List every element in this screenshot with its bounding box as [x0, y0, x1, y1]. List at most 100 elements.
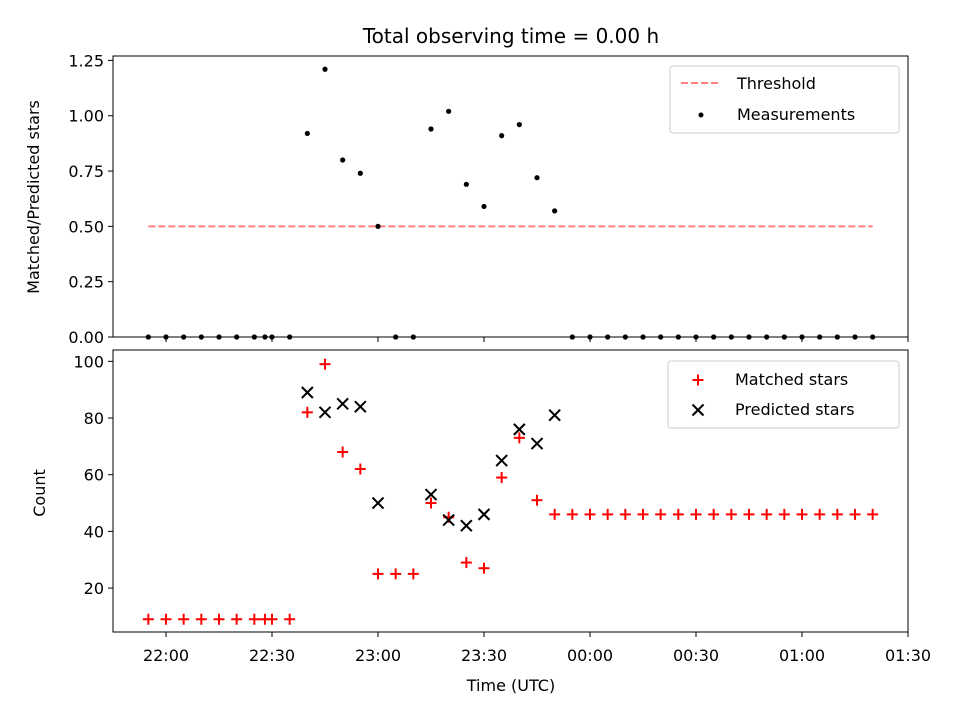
matched-star-point — [619, 508, 631, 520]
measurement-point — [428, 126, 434, 132]
matched-star-point — [725, 508, 737, 520]
legend-matched-stars-label: Matched stars — [735, 370, 848, 389]
predicted-star-point — [530, 437, 544, 450]
legend-threshold-label: Threshold — [736, 74, 816, 93]
measurement-point — [499, 133, 505, 139]
predicted-star-point — [477, 508, 491, 521]
bottom-y-tick-label: 100 — [73, 352, 104, 371]
matched-star-point — [761, 508, 773, 520]
matched-star-point — [460, 557, 472, 569]
legend-measurements-label: Measurements — [737, 105, 855, 124]
matched-star-point — [213, 613, 225, 625]
matched-star-point — [655, 508, 667, 520]
x-tick-label: 01:30 — [885, 646, 931, 665]
matched-star-point — [867, 508, 879, 520]
measurements-panel: Total observing time = 0.00 h Matched/Pr… — [24, 24, 909, 347]
predicted-star-point — [336, 397, 349, 411]
bottom-x-ticks: 22:00 22:30 23:00 23:30 00:00 00:30 01:00 01:30 — [143, 632, 931, 665]
top-y-tick-label: 1.00 — [68, 107, 104, 126]
matched-star-point — [248, 613, 260, 625]
measurement-point — [552, 208, 558, 214]
matched-star-point — [814, 508, 826, 520]
measurement-point — [304, 130, 310, 137]
matched-star-point — [831, 508, 843, 520]
measurement-point — [481, 203, 487, 210]
matched-star-point — [566, 508, 578, 520]
predicted-star-point — [442, 513, 455, 527]
top-y-tick-label: 0.50 — [68, 217, 104, 236]
predicted-star-point — [371, 496, 385, 510]
measurement-point — [322, 66, 328, 72]
measurement-point — [357, 170, 363, 176]
predicted-star-point — [354, 400, 367, 413]
matched-star-point — [849, 508, 861, 520]
x-tick-label: 00:30 — [673, 646, 719, 665]
legend-predicted-stars-label: Predicted stars — [735, 400, 855, 419]
bottom-legend: Matched stars Predicted stars — [667, 360, 900, 429]
matched-star-point — [513, 432, 525, 444]
top-y-ticks: 0.00 0.25 0.50 0.75 1.00 1.25 — [68, 51, 113, 347]
predicted-star-point — [495, 454, 508, 467]
predicted-star-point — [513, 423, 526, 436]
matched-star-point — [266, 613, 278, 625]
matched-star-point — [584, 508, 596, 520]
matched-star-point — [708, 508, 720, 520]
measurement-point — [446, 108, 452, 114]
x-tick-label: 23:30 — [461, 646, 507, 665]
matched-star-point — [319, 358, 331, 370]
chart-title: Total observing time = 0.00 h — [362, 24, 659, 48]
x-tick-label: 01:00 — [779, 646, 825, 665]
matched-star-point — [390, 568, 402, 580]
bottom-legend-box — [667, 360, 900, 429]
predicted-star-point — [548, 408, 561, 422]
matched-star-point — [195, 613, 207, 625]
top-y-tick-label: 1.25 — [68, 51, 104, 70]
matched-star-point — [672, 508, 684, 520]
predicted-star-point — [318, 406, 332, 419]
x-axis-label: Time (UTC) — [466, 676, 555, 695]
legend-matched-stars-swatch — [692, 374, 704, 386]
top-y-tick-label: 0.00 — [68, 328, 104, 347]
top-legend-box — [669, 65, 900, 134]
legend-predicted-stars-swatch — [691, 403, 705, 417]
top-legend: Threshold Measurements — [669, 65, 900, 134]
bottom-y-axis-label: Count — [30, 469, 49, 517]
matched-star-point — [160, 613, 172, 625]
matched-star-point — [178, 613, 190, 625]
bottom-y-ticks: 20 40 60 80 100 — [73, 352, 113, 598]
bottom-y-tick-label: 80 — [84, 409, 104, 428]
measurement-point — [375, 223, 381, 229]
matched-star-point — [142, 613, 154, 625]
measurement-point — [463, 181, 469, 187]
matched-star-point — [743, 508, 755, 520]
matched-star-point — [407, 568, 419, 580]
measurement-point — [534, 175, 540, 181]
measurement-point — [516, 121, 522, 128]
matched-star-point — [637, 508, 649, 520]
matched-star-point — [478, 562, 490, 574]
matched-star-point — [531, 494, 543, 506]
matched-star-point — [602, 508, 614, 520]
legend-matched-marker — [692, 374, 704, 386]
top-x-ticks — [165, 337, 909, 342]
x-tick-label: 22:00 — [143, 646, 189, 665]
x-tick-label: 00:00 — [567, 646, 613, 665]
matched-star-point — [549, 508, 561, 520]
matched-star-point — [284, 613, 296, 625]
top-plot-frame — [112, 55, 909, 338]
predicted-star-point — [301, 386, 314, 399]
matched-star-point — [425, 497, 437, 509]
top-y-tick-label: 0.25 — [68, 273, 104, 292]
matched-star-point — [372, 568, 384, 580]
matched-star-point — [796, 508, 808, 520]
bottom-y-tick-label: 60 — [84, 466, 104, 485]
matched-star-point — [231, 613, 243, 625]
matched-star-point — [354, 463, 366, 475]
predicted-star-point — [424, 488, 438, 501]
matched-star-point — [690, 508, 702, 520]
measurement-point — [340, 157, 346, 163]
legend-predicted-marker — [691, 403, 705, 417]
predicted-star-point — [460, 519, 473, 532]
